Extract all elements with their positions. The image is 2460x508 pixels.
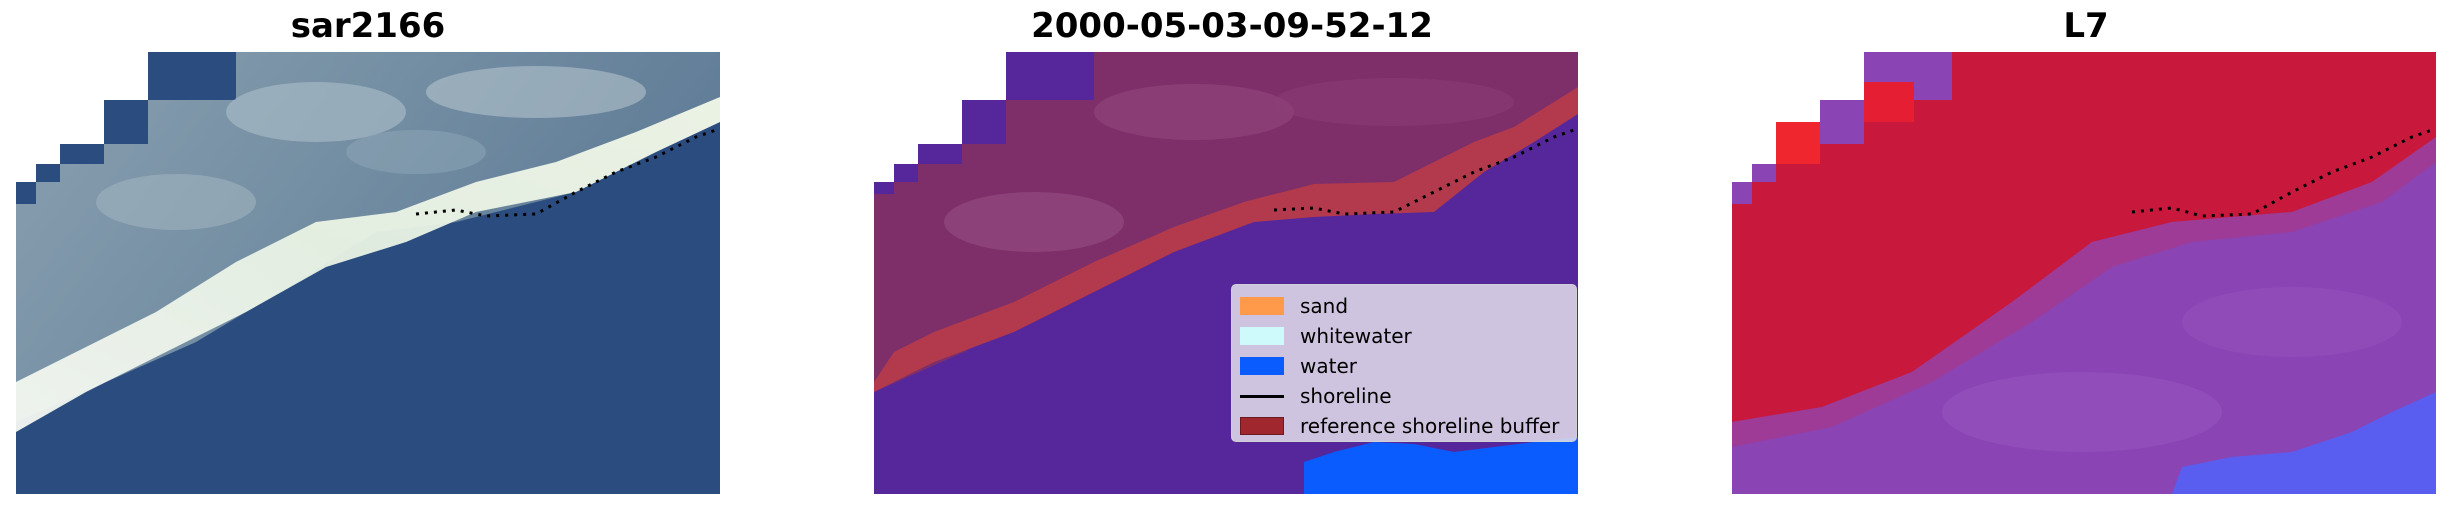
legend-item-water: water <box>1236 351 1576 381</box>
legend-item-shoreline: shoreline <box>1236 381 1576 411</box>
whitewater-swatch <box>1240 327 1284 345</box>
satellite-image <box>16 52 720 494</box>
legend: sand whitewater water shoreline referenc… <box>1231 284 1577 442</box>
sand-swatch <box>1240 297 1284 315</box>
classification-panel <box>874 52 1578 494</box>
satellite-image-panel <box>16 52 720 494</box>
buffer-swatch <box>1240 417 1284 435</box>
legend-label: reference shoreline buffer <box>1300 414 1560 438</box>
panel-title-l7: L7 <box>2063 6 2109 46</box>
index-image <box>1732 52 2436 494</box>
index-panel <box>1732 52 2436 494</box>
legend-item-sand: sand <box>1236 291 1576 321</box>
panel-title-date: 2000-05-03-09-52-12 <box>1031 6 1433 46</box>
legend-label: shoreline <box>1300 384 1392 408</box>
shoreline-line-icon <box>1240 394 1284 398</box>
legend-item-whitewater: whitewater <box>1236 321 1576 351</box>
legend-label: sand <box>1300 294 1349 318</box>
legend-label: water <box>1300 354 1357 378</box>
classification-image <box>874 52 1578 494</box>
legend-label: whitewater <box>1300 324 1412 348</box>
water-swatch <box>1240 357 1284 375</box>
panel-title-sar: sar2166 <box>290 6 446 46</box>
legend-item-buffer: reference shoreline buffer <box>1236 411 1576 441</box>
